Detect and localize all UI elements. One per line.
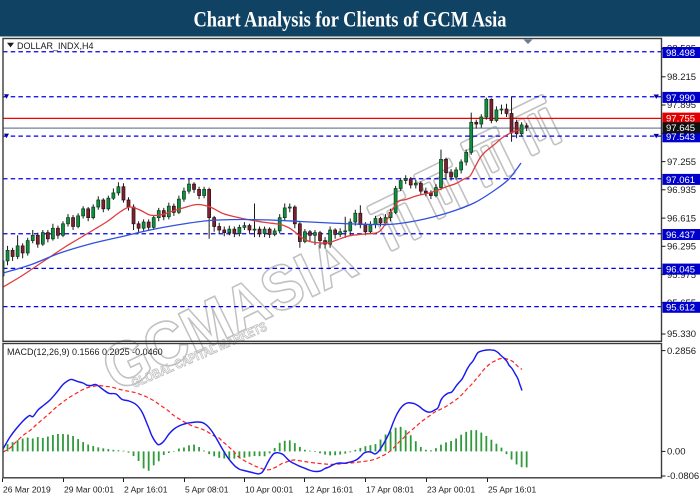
svg-text:96.295: 96.295 xyxy=(667,242,696,253)
svg-text:98.215: 98.215 xyxy=(667,72,696,83)
svg-text:0.00: 0.00 xyxy=(667,447,686,458)
svg-text:DOLLAR_INDX,H4: DOLLAR_INDX,H4 xyxy=(17,41,94,51)
svg-text:97.990: 97.990 xyxy=(666,93,695,104)
svg-text:96.615: 96.615 xyxy=(667,213,696,224)
svg-text:2 Apr 16:01: 2 Apr 16:01 xyxy=(124,485,168,495)
svg-text:12 Apr 16:01: 12 Apr 16:01 xyxy=(305,485,353,495)
svg-text:97.895: 97.895 xyxy=(667,100,696,111)
svg-text:97.543: 97.543 xyxy=(666,132,695,143)
svg-text:23 Apr 00:01: 23 Apr 00:01 xyxy=(427,485,475,495)
svg-text:95.612: 95.612 xyxy=(666,303,695,314)
svg-text:97.061: 97.061 xyxy=(666,175,695,186)
svg-text:96.437: 96.437 xyxy=(666,230,695,241)
svg-text:97.755: 97.755 xyxy=(666,114,695,125)
svg-text:MACD(12,26,9) 0.1566 0.2025 -0: MACD(12,26,9) 0.1566 0.2025 -0.0460 xyxy=(7,347,163,357)
svg-text:97.645: 97.645 xyxy=(666,123,695,134)
svg-text:-0.0806: -0.0806 xyxy=(667,471,699,482)
svg-text:97.255: 97.255 xyxy=(667,157,696,168)
svg-text:95.975: 95.975 xyxy=(667,270,696,281)
svg-text:0.2856: 0.2856 xyxy=(667,346,696,357)
svg-text:5 Apr 08:01: 5 Apr 08:01 xyxy=(185,485,229,495)
svg-text:29 Mar 00:01: 29 Mar 00:01 xyxy=(64,485,114,495)
svg-text:95.330: 95.330 xyxy=(667,329,696,340)
svg-text:Chart Analysis for Clients of: Chart Analysis for Clients of GCM Asia xyxy=(194,7,507,32)
svg-text:25 Apr 16:01: 25 Apr 16:01 xyxy=(488,485,536,495)
svg-text:96.935: 96.935 xyxy=(667,185,696,196)
svg-text:10 Apr 00:01: 10 Apr 00:01 xyxy=(245,485,293,495)
svg-text:26 Mar 2019: 26 Mar 2019 xyxy=(3,485,51,495)
svg-text:98.498: 98.498 xyxy=(666,48,695,59)
svg-text:96.045: 96.045 xyxy=(666,265,695,276)
svg-text:17 Apr 08:01: 17 Apr 08:01 xyxy=(366,485,414,495)
